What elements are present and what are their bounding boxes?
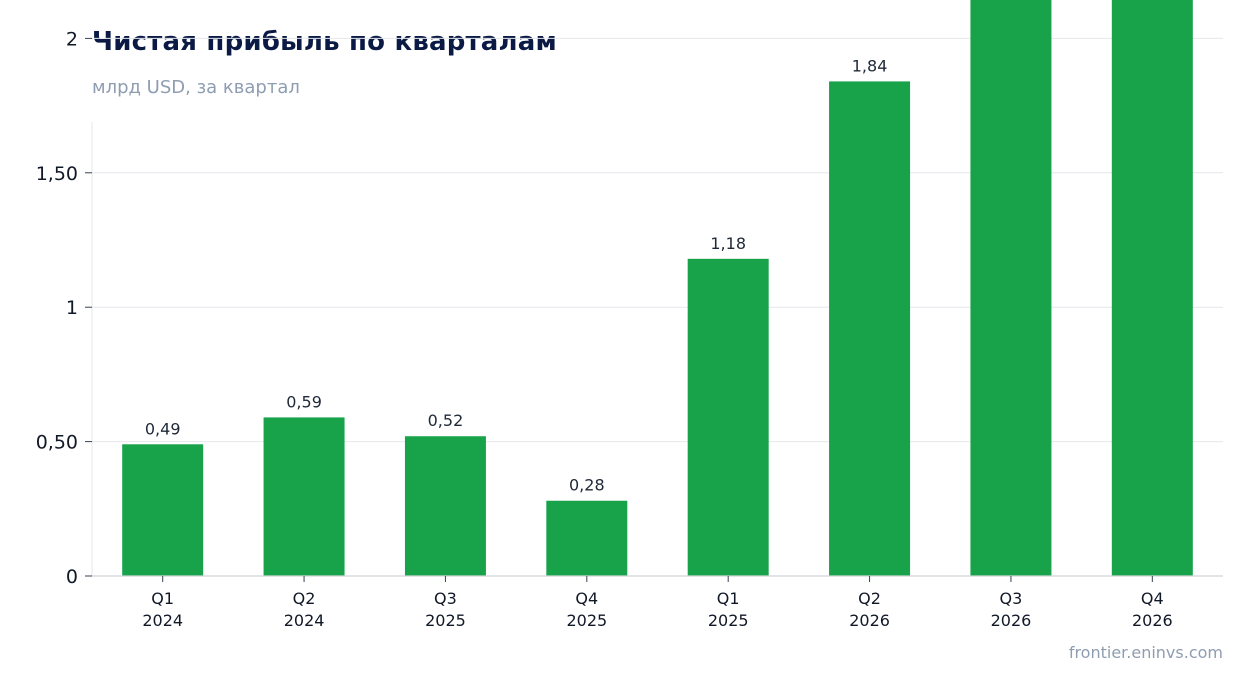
chart-title: Чистая прибыль по кварталам	[92, 27, 557, 57]
bars: 0,490,590,520,281,181,843,213,19	[122, 0, 1193, 577]
x-tick-label-year: 2026	[1132, 611, 1173, 630]
data-label: 1,18	[710, 234, 746, 253]
x-tick-label-year: 2025	[708, 611, 749, 630]
y-tick-label: 1	[66, 297, 78, 319]
x-tick-label-year: 2024	[284, 611, 325, 630]
bar	[687, 258, 769, 576]
data-label: 0,52	[428, 411, 464, 430]
y-tick-label: 1,50	[36, 163, 78, 185]
x-tick-label-year: 2025	[566, 611, 607, 630]
x-tick-label-quarter: Q4	[1141, 589, 1164, 608]
bar	[1111, 0, 1193, 576]
x-tick-label-quarter: Q1	[717, 589, 740, 608]
x-tick-label-year: 2026	[991, 611, 1032, 630]
bar	[122, 444, 204, 576]
x-tick-label-year: 2025	[425, 611, 466, 630]
bar	[829, 81, 911, 577]
y-tick-label: 0,50	[36, 432, 78, 454]
source-credit: frontier.eninvs.com	[1068, 643, 1223, 662]
x-tick-label-quarter: Q4	[575, 589, 598, 608]
y-tick-label: 0	[66, 566, 78, 588]
data-label: 0,49	[145, 419, 181, 438]
chart-subtitle: млрд USD, за квартал	[92, 77, 300, 98]
x-tick-label-quarter: Q1	[151, 589, 174, 608]
y-tick-label: 2	[66, 28, 78, 50]
bar	[404, 436, 486, 576]
bar	[546, 500, 628, 576]
x-tick-label-year: 2026	[849, 611, 890, 630]
grid-lines	[92, 37, 1223, 443]
x-tick-label-quarter: Q3	[1000, 589, 1023, 608]
data-label: 0,28	[569, 476, 605, 495]
x-tick-label-quarter: Q2	[293, 589, 316, 608]
x-tick-label-quarter: Q3	[434, 589, 457, 608]
bar	[263, 417, 345, 576]
data-label: 1,84	[852, 56, 888, 75]
x-tick-label-year: 2024	[142, 611, 183, 630]
x-axis: Q1 2024 Q2 2024 Q3 2025 Q4 2025 Q1 2025 Q2 2026 Q3 20…	[92, 575, 1223, 630]
data-label: 0,59	[286, 392, 322, 411]
bar	[970, 0, 1052, 577]
x-tick-label-quarter: Q2	[858, 589, 881, 608]
